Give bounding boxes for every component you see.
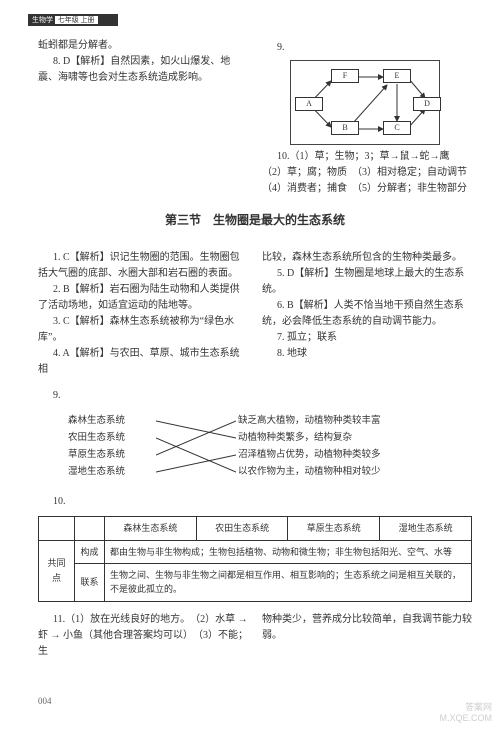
text: 3. C【解析】森林生态系统被称为“绿色水库”。: [38, 314, 248, 346]
node-f: F: [331, 69, 359, 83]
th: [75, 517, 105, 540]
table-row: 共同点 构成 都由生物与非生物构成；生物包括植物、动物和微生物；非生物包括阳光、…: [39, 540, 472, 563]
match-left-item: 农田生态系统: [68, 431, 125, 448]
match-lines: [156, 414, 236, 484]
text: 物种类少，营养成分比较简单，自我调节能力较弱。: [262, 612, 472, 644]
mid-left-col: 1. C【解析】识记生物圈的范围。生物圈包括大气圈的底部、水圈大部和岩石圈的表面…: [38, 250, 248, 378]
th: 湿地生态系统: [380, 517, 472, 540]
td: 构成: [75, 540, 105, 563]
text: 7. 孤立；联系: [262, 330, 472, 346]
top-right-col: 9. A F B E C D: [262, 38, 472, 197]
q11-columns: 11.（1）放在光线良好的地方。 （2）水草 → 虾 → 小鱼（其他合理答案均可…: [38, 612, 472, 660]
q9-label: 9.: [38, 388, 472, 404]
text: （4）消费者；捕食 （5）分解者；非生物部分: [262, 181, 472, 197]
watermark: 答案网 M.XQE.COM: [439, 702, 492, 724]
th: [39, 517, 75, 540]
watermark-line1: 答案网: [439, 702, 492, 713]
text: 1. C【解析】识记生物圈的范围。生物圈包括大气圈的底部、水圈大部和岩石圈的表面…: [38, 250, 248, 282]
text: 11.（1）放在光线良好的地方。 （2）水草 → 虾 → 小鱼（其他合理答案均可…: [38, 612, 248, 660]
text: 5. D【解析】生物圈是地球上最大的生态系统。: [262, 266, 472, 298]
th: 农田生态系统: [196, 517, 288, 540]
q10-table: 森林生态系统 农田生态系统 草原生态系统 湿地生态系统 共同点 构成 都由生物与…: [38, 516, 472, 602]
page-header: 生物学 七年级 上册: [28, 14, 118, 26]
top-columns: 蚯蚓都是分解者。 8. D【解析】自然因素，如火山爆发、地震、海啸等也会对生态系…: [38, 38, 472, 197]
node-d: D: [413, 97, 441, 111]
node-b: B: [331, 121, 359, 135]
header-left: 生物学: [32, 16, 53, 24]
node-c: C: [383, 121, 411, 135]
table-row: 联系 生物之间、生物与非生物之间都是相互作用、相互影响的；生态系统之间是相互关联…: [39, 563, 472, 601]
td: 联系: [75, 563, 105, 601]
food-web-diagram: A F B E C D: [290, 60, 440, 145]
mid-columns: 1. C【解析】识记生物圈的范围。生物圈包括大气圈的底部、水圈大部和岩石圈的表面…: [38, 250, 472, 378]
match-right-item: 动植物种类繁多，结构复杂: [238, 431, 381, 448]
text: 比较，森林生态系统所包含的生物种类最多。: [262, 250, 472, 266]
match-right-item: 缺乏高大植物，动植物种类较丰富: [238, 414, 381, 431]
q9-num: 9.: [262, 40, 472, 56]
match-left-item: 森林生态系统: [68, 414, 125, 431]
text: 4. A【解析】与农田、草原、城市生态系统相: [38, 346, 248, 378]
text: 8. 地球: [262, 346, 472, 362]
q11-left: 11.（1）放在光线良好的地方。 （2）水草 → 虾 → 小鱼（其他合理答案均可…: [38, 612, 248, 660]
th: 森林生态系统: [105, 517, 197, 540]
section-title: 第三节 生物圈是最大的生态系统: [38, 211, 472, 230]
matching-question: 森林生态系统 农田生态系统 草原生态系统 湿地生态系统 缺乏高大植物，动植物种类…: [68, 414, 472, 484]
text: （2）草；腐；物质 （3）相对稳定；自动调节: [262, 165, 472, 181]
q10-label: 10.: [38, 494, 472, 510]
q11-right: 物种类少，营养成分比较简单，自我调节能力较弱。: [262, 612, 472, 660]
node-a: A: [295, 97, 323, 111]
page-number: 004: [38, 694, 52, 708]
watermark-line2: M.XQE.COM: [439, 713, 492, 724]
header-right: 七年级 上册: [55, 16, 98, 24]
top-left-col: 蚯蚓都是分解者。 8. D【解析】自然因素，如火山爆发、地震、海啸等也会对生态系…: [38, 38, 248, 197]
match-left-item: 湿地生态系统: [68, 465, 125, 482]
text: 蚯蚓都是分解者。: [38, 38, 248, 54]
text: 6. B【解析】人类不恰当地干预自然生态系统，必会降低生态系统的自动调节能力。: [262, 298, 472, 330]
match-left-col: 森林生态系统 农田生态系统 草原生态系统 湿地生态系统: [68, 414, 125, 482]
td: 共同点: [39, 540, 75, 601]
text: 8. D【解析】自然因素，如火山爆发、地震、海啸等也会对生态系统造成影响。: [38, 54, 248, 86]
th: 草原生态系统: [288, 517, 380, 540]
match-left-item: 草原生态系统: [68, 448, 125, 465]
node-e: E: [383, 69, 411, 83]
match-right-item: 沼泽植物占优势，动植物种类较多: [238, 448, 381, 465]
mid-right-col: 比较，森林生态系统所包含的生物种类最多。 5. D【解析】生物圈是地球上最大的生…: [262, 250, 472, 378]
table-row: 森林生态系统 农田生态系统 草原生态系统 湿地生态系统: [39, 517, 472, 540]
td: 生物之间、生物与非生物之间都是相互作用、相互影响的；生态系统之间是相互关联的，不…: [105, 563, 472, 601]
td: 都由生物与非生物构成；生物包括植物、动物和微生物；非生物包括阳光、空气、水等: [105, 540, 472, 563]
text: 10.（1）草；生物；3；草→鼠→蛇→鹰: [262, 149, 472, 165]
text: 2. B【解析】岩石圈为陆生动物和人类提供了活动场地，如适宜运动的陆地等。: [38, 282, 248, 314]
match-right-item: 以农作物为主，动植物种相对较少: [238, 465, 381, 482]
match-right-col: 缺乏高大植物，动植物种类较丰富 动植物种类繁多，结构复杂 沼泽植物占优势，动植物…: [238, 414, 381, 482]
